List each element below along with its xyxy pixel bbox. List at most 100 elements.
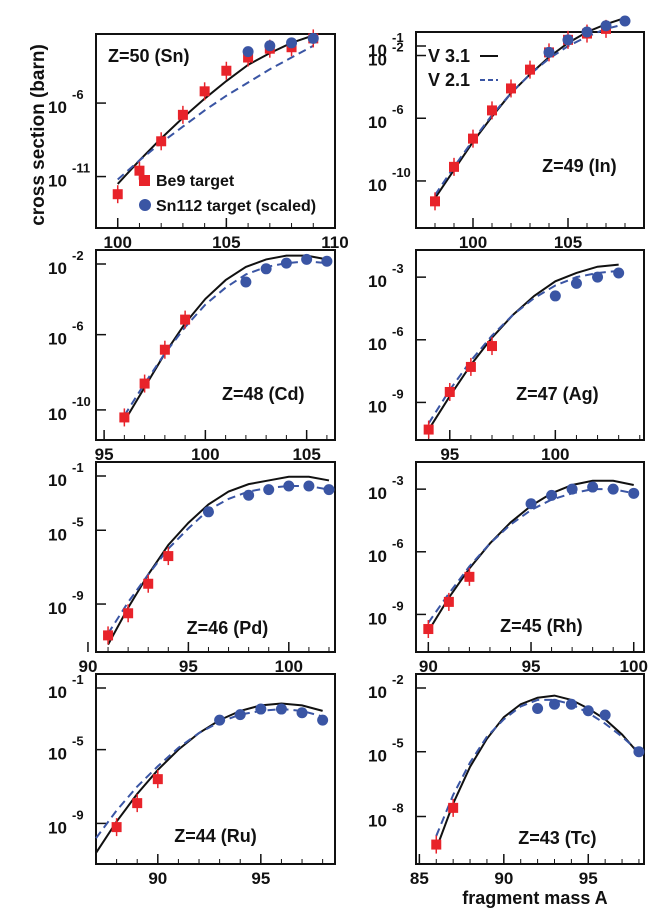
sn112-point [587,481,599,493]
sn112-point [546,489,558,501]
sn112-point [286,37,298,49]
legend-sn112: Sn112 target (scaled) [156,198,316,215]
y-tick-base: 10 [48,471,67,490]
be9-point [449,161,459,172]
be9-point [139,378,150,389]
be9-point [487,105,497,116]
sn112-point [321,255,333,267]
sn112-point [214,714,226,726]
legend-be9: Be9 target [156,173,235,190]
panel-label: Z=48 (Cd) [222,384,305,404]
sn112-point [317,714,329,726]
x-tick-label: 90 [148,869,167,888]
x-axis-label: fragment mass A [462,888,607,908]
sn112-point [255,703,267,715]
curve-v21 [117,44,314,181]
curve-v31 [123,254,328,422]
be9-point [111,822,122,833]
y-tick-exp: -8 [392,801,404,816]
be9-point [163,551,174,562]
y-tick-exp: -5 [72,734,84,749]
y-tick-exp: -9 [72,807,84,822]
y-tick-base: 10 [368,547,387,566]
panel-label: Z=46 (Pd) [187,618,269,638]
curve-v21 [123,260,327,417]
x-tick-label: 100 [104,233,132,252]
panel-6: 90 95 10 -1 10 -5 10 -9 Z=44 (Ru) [48,672,336,888]
y-tick-exp: -11 [72,161,90,176]
sn112-point [242,46,254,58]
y-tick-base: 10 [368,484,387,503]
be9-point [448,802,459,813]
x-tick-label: 110 [321,233,348,252]
sn112-point [613,267,625,279]
y-tick-base: 10 [48,172,67,191]
sn112-point [240,276,252,288]
sn112-point [263,484,275,496]
y-tick-exp: -5 [72,514,84,529]
sn112-point [570,277,582,289]
be9-point [443,596,454,607]
y-tick-exp: -2 [72,248,84,263]
sn112-point [628,487,640,499]
y-tick-base: 10 [368,113,387,132]
curve-v21 [435,698,640,837]
y-tick-exp: -6 [392,324,404,339]
x-tick-label: 100 [191,445,219,464]
y-tick-base: 10 [368,176,387,195]
sn112-point [562,34,574,46]
y-tick-exp: -1 [72,460,84,475]
sn112-point [582,705,594,717]
panel-frame [415,461,645,653]
sn112-point [633,746,645,758]
y-tick-exp: -1 [392,30,404,45]
sn112-point [243,489,255,501]
panel-label: Z=44 (Ru) [174,826,257,846]
be9-point [177,109,188,120]
sn112-point [296,707,308,719]
panel-frame [95,461,336,653]
sn112-point [264,40,276,52]
panel-2: 95 100 105 10 -2 10 -6 10 -10 Z=48 (Cd) [48,248,336,464]
sn112-point [301,253,313,265]
y-tick-base: 10 [48,599,67,618]
be9-point [119,412,130,423]
sn112-point [303,480,315,492]
y-tick-exp: -3 [392,473,404,488]
sn112-point [599,709,611,721]
panel-label: Z=45 (Rh) [500,616,583,636]
y-tick-exp: -10 [72,394,91,409]
y-tick-exp: -9 [392,598,404,613]
y-tick-base: 10 [368,397,387,416]
be9-point [143,578,154,589]
y-tick-exp: -6 [392,102,404,117]
sn112-point [566,483,578,495]
x-tick-label: 90 [419,657,438,676]
sn112-point [592,271,604,283]
y-tick-base: 10 [368,41,387,60]
sn112-point [202,506,214,518]
y-tick-exp: -2 [392,40,404,55]
x-tick-label: 85 [410,869,429,888]
y-tick-base: 10 [48,745,67,764]
sn112-point [543,46,555,58]
y-tick-base: 10 [368,609,387,628]
y-tick-base: 10 [48,98,67,117]
panel-label: Z=49 (In) [542,156,617,176]
be9-point [132,798,143,809]
be9-point [506,83,516,94]
legend-v31: V 3.1 [428,46,470,66]
panel-4: 90 95 100 10 -1 10 -5 10 -9 Z=46 (Pd) [48,460,336,676]
panel-frame [415,249,645,441]
x-tick-label: 95 [440,445,459,464]
x-tick-label: 100 [620,657,648,676]
y-tick-exp: -9 [392,386,404,401]
y-tick-base: 10 [368,51,387,70]
x-tick-label: 90 [79,657,98,676]
y-tick-base: 10 [368,683,387,702]
x-tick-label: 105 [292,445,320,464]
y-tick-base: 10 [48,405,67,424]
y-tick-base: 10 [368,272,387,291]
x-tick-label: 95 [579,869,598,888]
